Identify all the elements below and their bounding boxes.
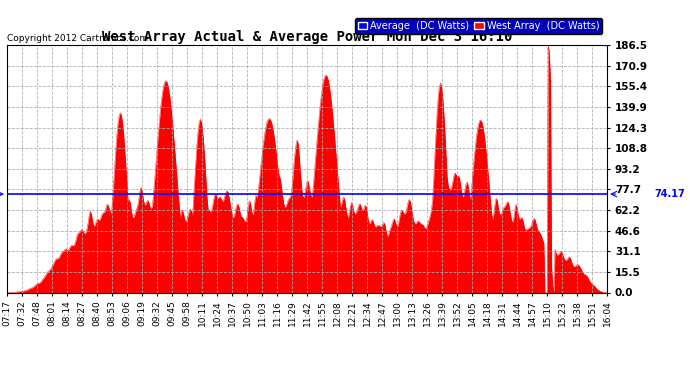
Title: West Array Actual & Average Power Mon Dec 3 16:10: West Array Actual & Average Power Mon De… (102, 30, 512, 44)
Legend: Average  (DC Watts), West Array  (DC Watts): Average (DC Watts), West Array (DC Watts… (355, 18, 602, 33)
Text: 74.17: 74.17 (654, 189, 685, 199)
Text: Copyright 2012 Cartronics.com: Copyright 2012 Cartronics.com (7, 33, 148, 42)
